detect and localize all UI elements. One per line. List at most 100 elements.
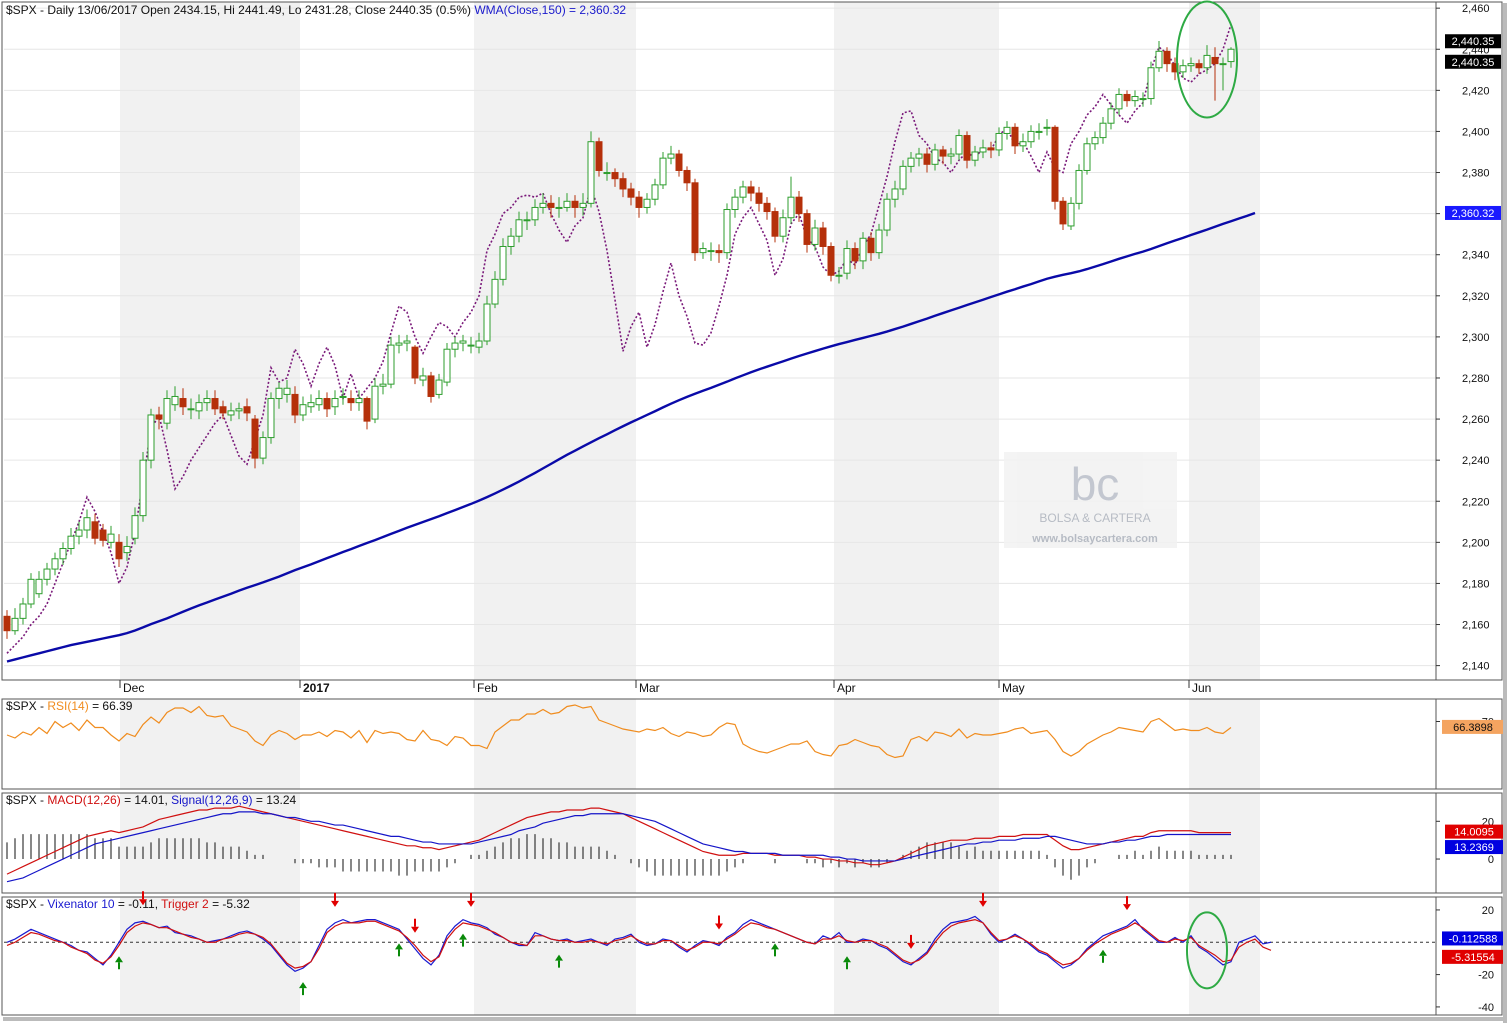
candle <box>1187 57 1195 72</box>
candle-body <box>451 342 459 350</box>
candle <box>587 131 595 208</box>
macd-tag-label: 14.0095 <box>1454 827 1494 839</box>
candle <box>59 542 67 565</box>
candle-body <box>403 340 411 344</box>
candle <box>35 571 43 598</box>
y-tick-label: 2,180 <box>1462 578 1490 590</box>
candle <box>1211 47 1219 101</box>
sell-arrow <box>907 934 915 949</box>
y-tick-label: 2,220 <box>1462 496 1490 508</box>
candle-body <box>115 541 123 560</box>
rsi-label: RSI(14) <box>47 699 88 713</box>
candle-body <box>331 398 339 408</box>
candle <box>875 223 883 259</box>
candle <box>83 509 91 539</box>
candle <box>427 371 435 403</box>
y-tick-label: 2,280 <box>1462 373 1490 385</box>
price-tag-label: 2,440.35 <box>1452 57 1495 69</box>
month-band <box>120 699 300 789</box>
x-tick-label: May <box>1002 681 1025 695</box>
month-band <box>1189 897 1260 1015</box>
candle <box>19 597 27 625</box>
series-line <box>6 704 1232 759</box>
candle <box>539 193 547 214</box>
candle-body <box>371 385 379 420</box>
candle-body <box>147 414 155 461</box>
buy-arrow <box>115 956 123 970</box>
candle-body <box>835 274 843 277</box>
y-tick-label: 2,340 <box>1462 250 1490 262</box>
macd-value: = 14.01, <box>124 793 171 807</box>
y-tick-label: 2,400 <box>1462 126 1490 138</box>
buy-arrow <box>843 956 851 970</box>
candle <box>515 211 523 243</box>
candle <box>395 334 403 354</box>
candle <box>699 242 707 259</box>
candle-body <box>27 578 35 605</box>
candle <box>827 242 835 282</box>
candle <box>923 147 931 173</box>
candle-body <box>771 211 779 237</box>
candle <box>27 573 35 609</box>
candle <box>739 180 747 204</box>
candle-body <box>235 408 243 412</box>
candle <box>747 180 755 202</box>
y-tick-label: 0 <box>1488 854 1494 866</box>
month-band <box>120 897 300 1015</box>
candle-body <box>1043 126 1051 129</box>
candle <box>907 151 915 173</box>
candle <box>179 388 187 415</box>
panel-macd: 200 <box>6 805 1494 883</box>
sell-arrow <box>979 892 987 907</box>
y-tick-label: 2,380 <box>1462 168 1490 180</box>
candle <box>435 373 443 399</box>
candle <box>915 147 923 167</box>
arrow-head <box>467 900 475 907</box>
candle-body <box>363 398 371 422</box>
candle <box>555 197 563 218</box>
candle-body <box>891 188 899 200</box>
arrow-head <box>299 982 307 989</box>
candle-body <box>283 387 291 395</box>
y-tick-label: 2,320 <box>1462 291 1490 303</box>
price-tag <box>1445 205 1501 220</box>
candle-body <box>1123 93 1131 102</box>
candle <box>171 386 179 411</box>
candle <box>483 295 491 346</box>
candle-body <box>827 245 835 276</box>
price-info: - Daily 13/06/2017 Open 2434.15, Hi 2441… <box>40 3 471 17</box>
candle-body <box>531 206 539 221</box>
candle <box>43 562 51 586</box>
candle-body <box>395 342 403 346</box>
y-tick-label: 2,240 <box>1462 455 1490 467</box>
candle-body <box>1155 50 1163 69</box>
arrow-head <box>411 926 419 933</box>
price-tag-label: 2,360.32 <box>1452 208 1495 220</box>
candle <box>603 162 611 181</box>
candle-body <box>859 237 867 262</box>
candle-body <box>387 344 395 385</box>
buy-arrow <box>555 954 563 968</box>
candle-body <box>995 132 1003 151</box>
candle <box>91 513 99 545</box>
candle-body <box>1203 54 1211 69</box>
arrow-head <box>555 954 563 961</box>
candle-body <box>963 135 971 161</box>
y-tick-label: 2,160 <box>1462 620 1490 632</box>
candle <box>571 195 579 218</box>
candle <box>627 182 635 206</box>
candle <box>347 390 355 411</box>
candle <box>987 141 995 159</box>
watermark-logo: bc <box>1071 458 1120 510</box>
candle <box>1075 164 1083 210</box>
candle-body <box>1099 122 1107 139</box>
candle <box>507 228 515 255</box>
candle-body <box>939 149 947 157</box>
candle <box>707 242 715 261</box>
candle-body <box>259 437 267 459</box>
watermark-url: www.bolsaycartera.com <box>1031 533 1158 545</box>
y-tick-label: 2,420 <box>1462 85 1490 97</box>
candle <box>491 271 499 309</box>
candle-body <box>1195 63 1203 69</box>
candle-body <box>355 398 363 404</box>
